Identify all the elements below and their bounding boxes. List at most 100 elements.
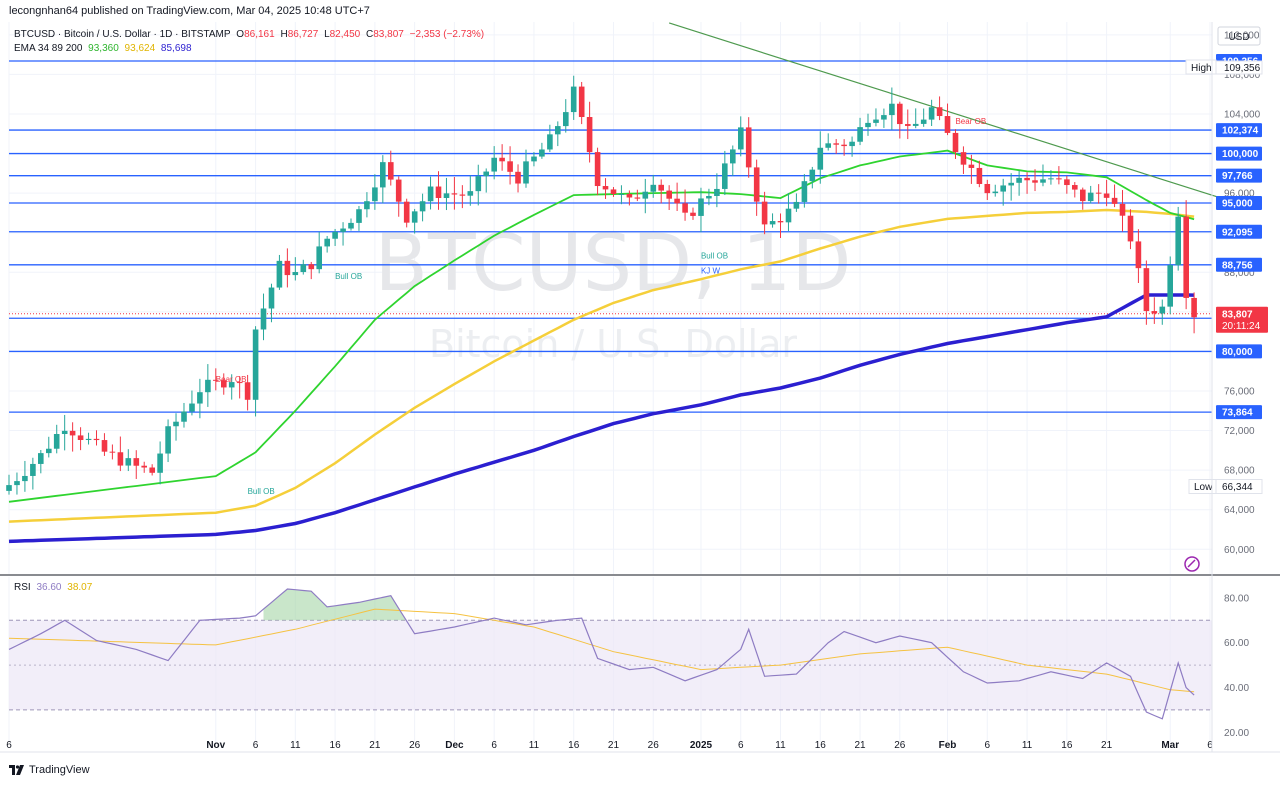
candle-body: [53, 434, 60, 449]
candle-body: [912, 123, 919, 126]
candle-body: [634, 197, 641, 199]
candle: [356, 205, 362, 231]
y-tick-label: 108,000: [1224, 70, 1261, 81]
time-axis[interactable]: 6 Nov 6 11 16 21 26 Dec 6 11 16 21 26 2025 6 11 16 21 26 Fe…: [6, 740, 1213, 751]
candle-body: [38, 453, 44, 464]
x-tick-label: Mar: [1161, 740, 1179, 751]
candle: [197, 378, 203, 419]
y-tick-label: 64,000: [1224, 505, 1255, 516]
candle: [1016, 170, 1022, 196]
candle-body: [602, 186, 609, 190]
candle-body: [920, 119, 927, 124]
candle-body: [30, 463, 36, 476]
candle-body: [1151, 311, 1158, 314]
candle-body: [873, 119, 879, 123]
candle-body: [928, 107, 935, 120]
annotation-label: Bull OB: [335, 272, 362, 281]
candle-body: [356, 209, 362, 223]
rsi-tick-label: 80.00: [1224, 593, 1249, 604]
candle: [992, 184, 999, 197]
candle: [85, 432, 92, 445]
footer-brand[interactable]: TradingView: [9, 763, 90, 777]
candle: [650, 174, 657, 198]
x-tick-label: 6: [6, 740, 12, 751]
candle-body: [777, 221, 784, 223]
y-tick-label: 96,000: [1224, 189, 1255, 200]
candle: [984, 179, 991, 200]
candle-body: [578, 86, 585, 118]
candle: [475, 164, 482, 206]
candle: [1072, 182, 1078, 198]
candle-body: [308, 264, 315, 270]
candle: [77, 427, 84, 451]
candle-body: [1111, 197, 1118, 204]
candle-body: [149, 467, 155, 473]
candle-body: [1008, 182, 1014, 186]
candle-body: [189, 403, 195, 412]
x-tick-label: 11: [290, 740, 301, 751]
high-label: H: [280, 29, 288, 40]
price-axis[interactable]: USD 60,000 64,000 68,000 72,000 76,000 80,000 8…: [1185, 26, 1268, 739]
candle-body: [117, 452, 124, 466]
candle: [610, 187, 617, 197]
candle-body: [650, 184, 657, 192]
candle-body: [658, 184, 664, 191]
candle: [181, 402, 187, 428]
rsi-path: [8, 588, 1195, 720]
candle-body: [897, 103, 903, 125]
candle: [809, 166, 816, 189]
candle: [276, 254, 283, 290]
candle: [825, 133, 831, 151]
publish-info: lecongnhan64 published on TradingView.co…: [9, 5, 370, 17]
candle-body: [1016, 177, 1022, 183]
candle-body: [531, 156, 537, 162]
watermark-symbol: BTCUSD, 1D: [375, 219, 852, 309]
ema-legend: EMA 34 89 200 93,360 93,624 85,698: [14, 42, 195, 55]
candle-body: [698, 198, 704, 216]
x-tick-label: 11: [775, 740, 786, 751]
candle: [491, 146, 497, 180]
y-tick-label: 76,000: [1224, 386, 1255, 397]
rsi-tick-label: 60.00: [1224, 638, 1249, 649]
candle-body: [793, 201, 800, 209]
candle: [173, 413, 179, 441]
candle: [547, 124, 553, 152]
y-tick-label: 88,000: [1224, 268, 1255, 279]
candle-body: [714, 188, 720, 196]
candle: [849, 136, 855, 157]
candle: [221, 373, 227, 395]
x-tick-label: 21: [1101, 740, 1113, 751]
x-tick-label: 2025: [690, 740, 713, 751]
candle-body: [738, 127, 744, 150]
candle: [777, 213, 784, 239]
candle-body: [968, 164, 975, 168]
level-price-box: [1216, 224, 1262, 239]
candle-body: [165, 426, 171, 454]
replay-icon-arrow: [1187, 559, 1196, 568]
level-price-label: 95,000: [1222, 199, 1253, 210]
candle: [467, 175, 474, 206]
x-tick-label: Dec: [445, 740, 464, 751]
candle: [1008, 173, 1014, 201]
ema34-value: 93,360: [88, 43, 119, 54]
candle: [300, 259, 307, 275]
candle-body: [1095, 192, 1102, 194]
change-value: −2,353 (−2.73%): [409, 29, 485, 40]
x-tick-label: 11: [1022, 740, 1033, 751]
trendline[interactable]: [668, 22, 1219, 198]
horizontal-levels: [9, 60, 1212, 413]
symbol-legend: BTCUSD · Bitcoin / U.S. Dollar · 1D · BI…: [14, 28, 487, 41]
candle-body: [881, 115, 887, 120]
candle-body: [865, 122, 871, 128]
level-price-label: 88,756: [1222, 260, 1253, 271]
candle-body: [1183, 216, 1189, 298]
candle-body: [324, 238, 330, 247]
candle: [1080, 187, 1086, 210]
candle: [268, 283, 275, 323]
candle: [459, 185, 466, 209]
candle-body: [332, 231, 338, 239]
candle-body: [46, 448, 52, 454]
candle: [109, 444, 116, 460]
candle: [332, 228, 338, 246]
